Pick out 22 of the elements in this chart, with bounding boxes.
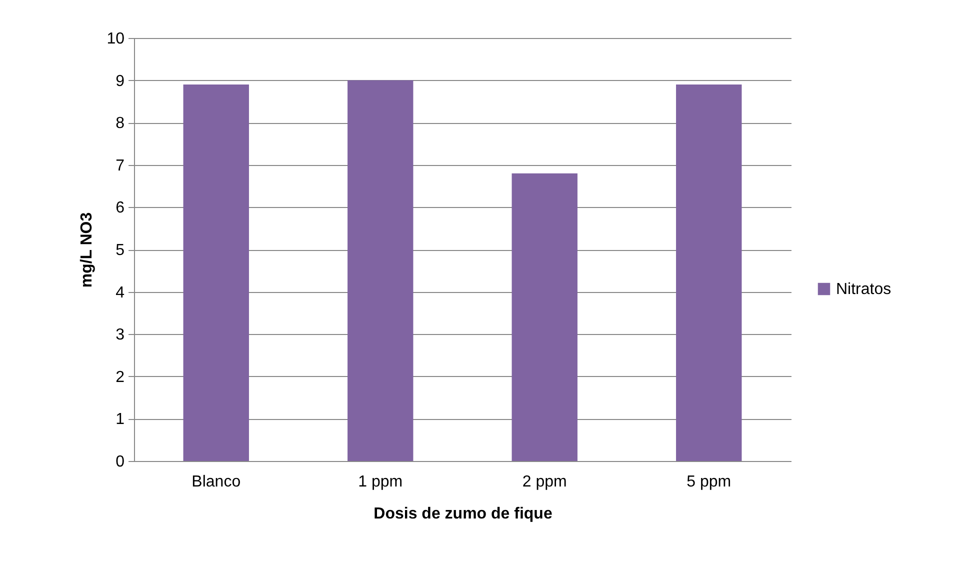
y-tick-label: 2 bbox=[116, 368, 125, 386]
y-tick-label: 4 bbox=[116, 284, 125, 302]
x-tick-label: 2 ppm bbox=[522, 474, 567, 490]
legend-label: Nitratos bbox=[836, 281, 892, 298]
bar bbox=[676, 84, 742, 461]
y-tick-label: 5 bbox=[116, 242, 125, 259]
bar bbox=[512, 173, 578, 461]
x-tick-label: Blanco bbox=[192, 474, 241, 490]
y-tick-label: 1 bbox=[116, 411, 125, 428]
y-tick-label: 8 bbox=[116, 115, 125, 132]
x-axis-title: Dosis de zumo de fique bbox=[374, 506, 552, 522]
y-tick-label: 3 bbox=[116, 326, 125, 344]
bar bbox=[348, 80, 414, 461]
y-tick-label: 10 bbox=[106, 30, 125, 48]
y-tick-label: 9 bbox=[116, 72, 125, 90]
x-tick-label: 5 ppm bbox=[686, 474, 732, 490]
x-tick-label: 1 ppm bbox=[358, 474, 403, 490]
y-tick-label: 6 bbox=[116, 200, 125, 217]
y-axis-title: mg/L NO3 bbox=[78, 212, 96, 288]
bar bbox=[183, 84, 249, 461]
y-tick-label: 0 bbox=[116, 454, 125, 470]
y-tick-label: 7 bbox=[116, 157, 125, 174]
